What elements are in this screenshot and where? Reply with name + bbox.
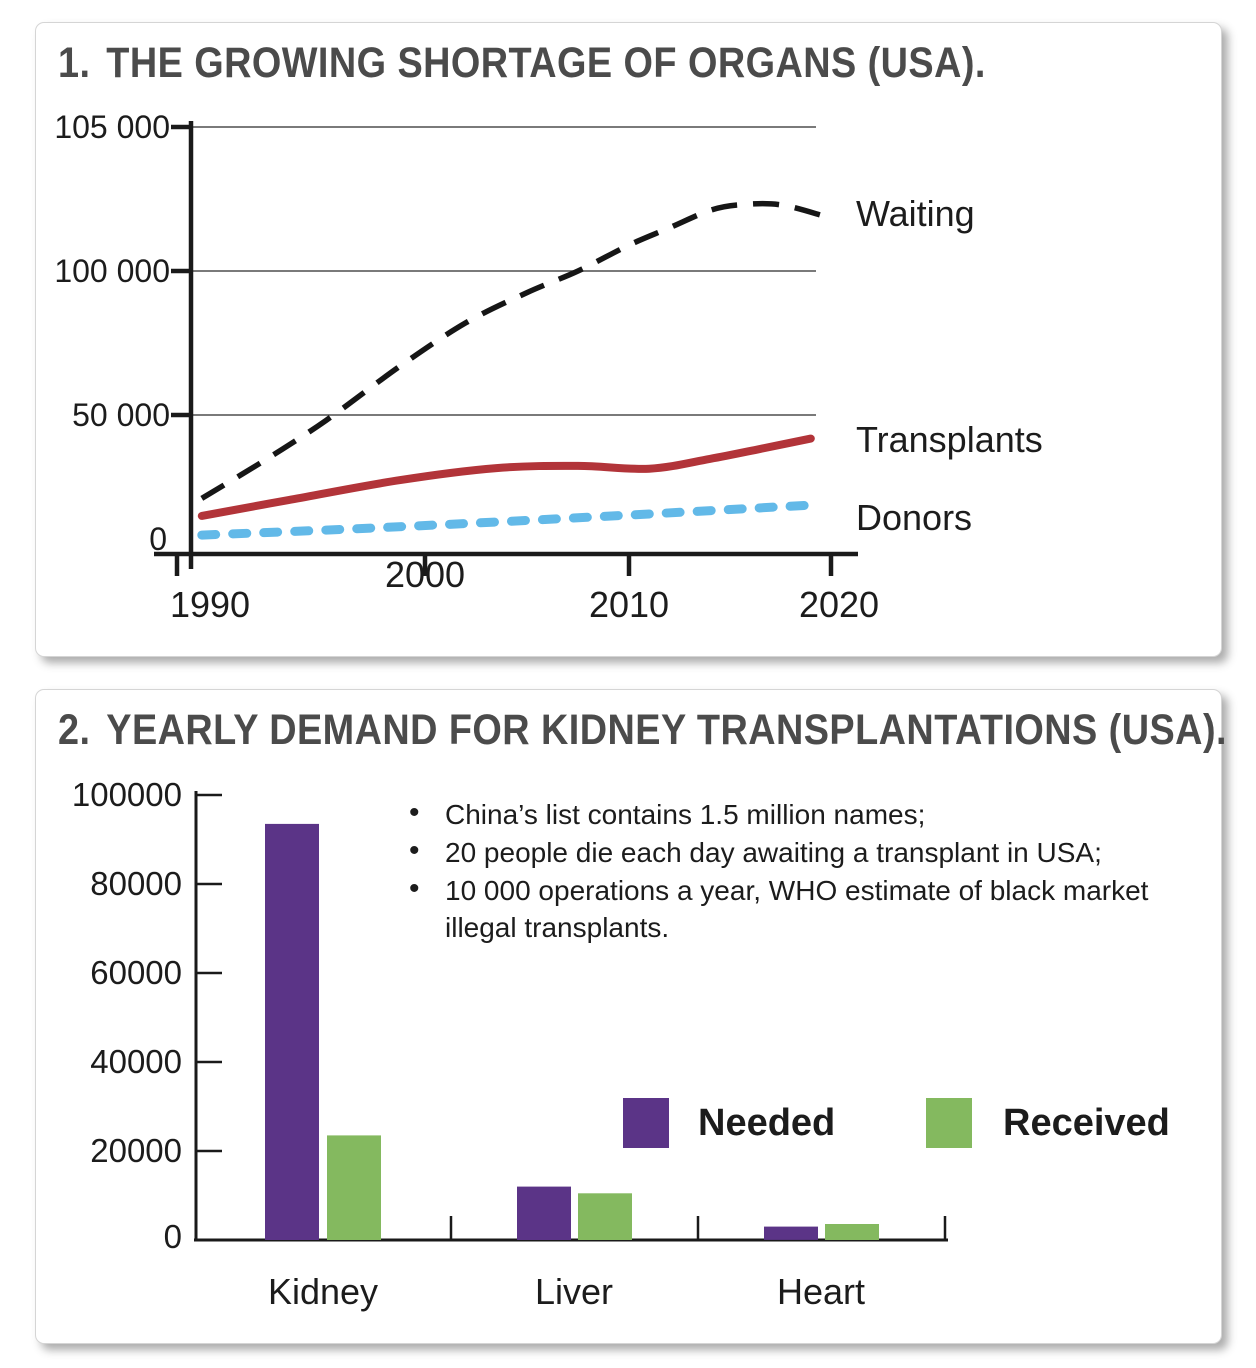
x-axis-labels: 1990 2000 2010 2020 <box>170 554 879 625</box>
gridlines <box>191 126 816 416</box>
panel2-title-number: 2. <box>58 706 91 754</box>
donors-line <box>197 500 816 540</box>
waiting-label: Waiting <box>856 193 975 234</box>
category-label-liver: Liver <box>535 1271 613 1312</box>
kidney-needed-bar <box>265 823 319 1240</box>
series-labels: Waiting Transplants Donors <box>856 193 1043 538</box>
needed-legend-swatch <box>623 1098 669 1148</box>
y-label-105000: 105 000 <box>54 109 170 145</box>
y-label-60000: 60000 <box>90 954 182 991</box>
x-label-2020: 2020 <box>799 584 879 625</box>
transplants-line <box>197 434 815 520</box>
bullet-daily-deaths: 20 people die each day awaiting a transp… <box>401 832 1191 871</box>
panel2-title-text: YEARLY DEMAND FOR KIDNEY TRANSPLANTATION… <box>106 706 1227 754</box>
heart-received-bar <box>825 1224 879 1240</box>
y-axis-labels: 105 000 100 000 50 000 0 <box>54 109 170 557</box>
y-label-20000: 20000 <box>90 1132 182 1169</box>
kidney-received-bar <box>327 1135 381 1240</box>
y-label-100000: 100000 <box>72 776 182 813</box>
y-label-0: 0 <box>164 1218 182 1255</box>
facts-bullet-list: China’s list contains 1.5 million names;… <box>401 794 1191 947</box>
organ-shortage-line-chart: 105 000 100 000 50 000 0 1990 2000 2010 … <box>54 109 1043 625</box>
liver-received-bar <box>578 1193 632 1240</box>
donors-label: Donors <box>856 497 972 538</box>
x-label-2010: 2010 <box>589 584 669 625</box>
panel1-title: 1. THE GROWING SHORTAGE OF ORGANS (USA). <box>58 39 986 88</box>
y-axis-labels: 100000 80000 60000 40000 20000 0 <box>72 776 182 1255</box>
panel1-title-number: 1. <box>58 39 91 87</box>
received-legend-swatch <box>926 1098 972 1148</box>
panel1-title-text: THE GROWING SHORTAGE OF ORGANS (USA). <box>106 39 986 87</box>
y-label-80000: 80000 <box>90 865 182 902</box>
category-label-kidney: Kidney <box>268 1271 378 1312</box>
bar-legend: Needed Received <box>36 1098 1221 1148</box>
liver-needed-bar <box>517 1186 571 1240</box>
needed-legend-label: Needed <box>698 1102 836 1144</box>
x-label-2000: 2000 <box>385 554 465 595</box>
category-labels: Kidney Liver Heart <box>268 1271 865 1312</box>
y-label-40000: 40000 <box>90 1043 182 1080</box>
bars <box>265 823 879 1240</box>
waiting-line <box>200 200 826 501</box>
panel-organ-shortage: 1. THE GROWING SHORTAGE OF ORGANS (USA). <box>35 22 1222 657</box>
received-legend-label: Received <box>1003 1102 1170 1144</box>
bullet-china-list: China’s list contains 1.5 million names; <box>401 794 1191 833</box>
y-label-100000: 100 000 <box>54 253 170 289</box>
x-label-1990: 1990 <box>170 584 250 625</box>
bullet-black-market: 10 000 operations a year, WHO estimate o… <box>401 870 1191 946</box>
transplants-label: Transplants <box>856 419 1043 460</box>
kidney-demand-bar-chart: 100000 80000 60000 40000 20000 0 Kidney … <box>72 776 948 1312</box>
y-label-0: 0 <box>149 521 167 557</box>
series-lines <box>197 200 826 540</box>
panel2-title: 2. YEARLY DEMAND FOR KIDNEY TRANSPLANTATI… <box>58 706 1227 755</box>
axes <box>154 121 858 576</box>
y-label-50000: 50 000 <box>72 397 170 433</box>
heart-needed-bar <box>764 1226 818 1240</box>
panel-kidney-demand: 2. YEARLY DEMAND FOR KIDNEY TRANSPLANTATI… <box>35 689 1227 1344</box>
category-label-heart: Heart <box>777 1271 865 1312</box>
